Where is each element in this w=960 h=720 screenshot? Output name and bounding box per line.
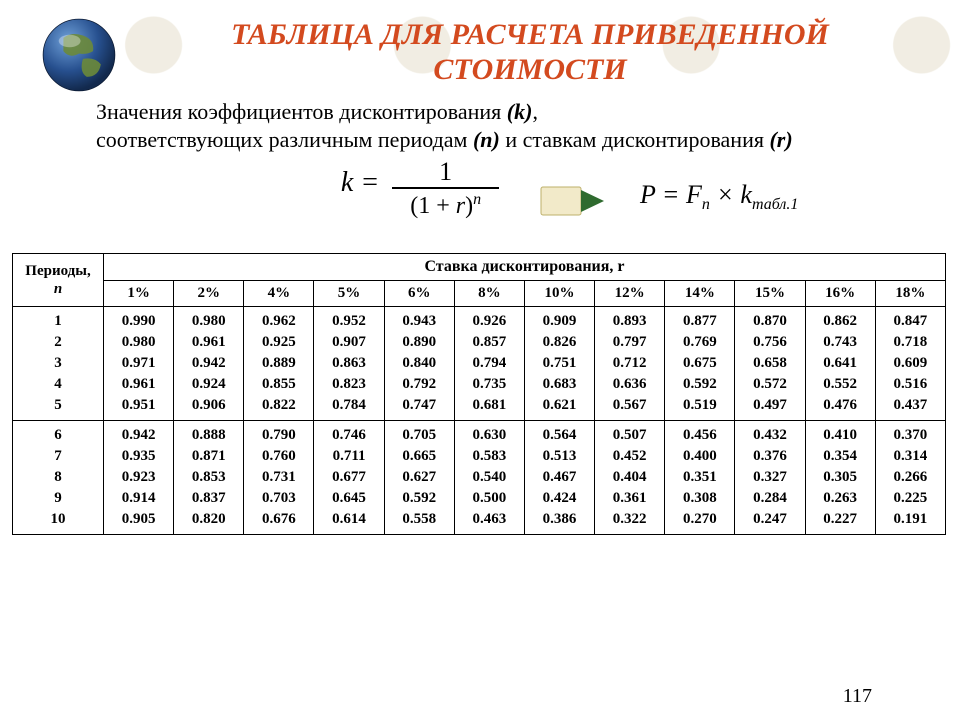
- formula-numerator: 1: [392, 158, 499, 187]
- value-cell: 0.962 0.925 0.889 0.855 0.822: [244, 307, 314, 421]
- value-cell: 0.507 0.452 0.404 0.361 0.322: [595, 421, 665, 535]
- rate-col-header: 16%: [805, 281, 875, 307]
- rate-col-header: 8%: [454, 281, 524, 307]
- rate-col-header: 14%: [665, 281, 735, 307]
- slide-subtitle: Значения коэффициентов дисконтирования (…: [96, 98, 920, 153]
- value-cell: 0.456 0.400 0.351 0.308 0.270: [665, 421, 735, 535]
- subtitle-text: Значения коэффициентов дисконтирования: [96, 99, 507, 124]
- col-header-rate: Ставка дисконтирования, r: [104, 254, 946, 281]
- value-cell: 0.943 0.890 0.840 0.792 0.747: [384, 307, 454, 421]
- table-head: Периоды, n Ставка дисконтирования, r 1%2…: [13, 254, 946, 307]
- globe-icon: [40, 16, 118, 94]
- slide-title: ТАБЛИЦА ДЛЯ РАСЧЕТА ПРИВЕДЕННОЙ СТОИМОСТ…: [140, 18, 920, 87]
- value-cell: 0.630 0.583 0.540 0.500 0.463: [454, 421, 524, 535]
- rate-col-header: 2%: [174, 281, 244, 307]
- value-cell: 0.877 0.769 0.675 0.592 0.519: [665, 307, 735, 421]
- subtitle-comma: ,: [532, 99, 538, 124]
- subtitle-text-2a: соответствующих различным периодам: [96, 127, 473, 152]
- rate-col-header: 4%: [244, 281, 314, 307]
- value-cell: 0.926 0.857 0.794 0.735 0.681: [454, 307, 524, 421]
- value-cell: 0.410 0.354 0.305 0.263 0.227: [805, 421, 875, 535]
- periods-cell: 6 7 8 9 10: [13, 421, 104, 535]
- table-body: 1 2 3 4 50.990 0.980 0.971 0.961 0.9510.…: [13, 307, 946, 535]
- rate-col-header: 18%: [875, 281, 945, 307]
- formula-p: P = Fn × kтабл.1: [640, 180, 798, 214]
- value-cell: 0.870 0.756 0.658 0.572 0.497: [735, 307, 805, 421]
- formula-k: k = 1 (1 + r)n: [320, 158, 520, 246]
- formula-row: k = 1 (1 + r)n P = Fn × kтабл.1: [0, 158, 960, 246]
- value-cell: 0.893 0.797 0.712 0.636 0.567: [595, 307, 665, 421]
- table-row: 1 2 3 4 50.990 0.980 0.971 0.961 0.9510.…: [13, 307, 946, 421]
- value-cell: 0.980 0.961 0.942 0.924 0.906: [174, 307, 244, 421]
- col-header-periods: Периоды, n: [13, 254, 104, 307]
- value-cell: 0.746 0.711 0.677 0.645 0.614: [314, 421, 384, 535]
- value-cell: 0.432 0.376 0.327 0.284 0.247: [735, 421, 805, 535]
- rate-col-header: 1%: [104, 281, 174, 307]
- rate-header-row: 1%2%4%5%6%8%10%12%14%15%16%18%: [13, 281, 946, 307]
- subtitle-text-2c: и ставкам дисконтирования: [500, 127, 770, 152]
- table-row: 6 7 8 9 100.942 0.935 0.923 0.914 0.9050…: [13, 421, 946, 535]
- rate-col-header: 12%: [595, 281, 665, 307]
- formula-k-var: k: [341, 167, 353, 198]
- rate-col-header: 5%: [314, 281, 384, 307]
- discount-table: Периоды, n Ставка дисконтирования, r 1%2…: [12, 253, 946, 535]
- page-number: 117: [843, 685, 872, 708]
- formula-denominator: (1 + r)n: [392, 187, 499, 219]
- value-cell: 0.942 0.935 0.923 0.914 0.905: [104, 421, 174, 535]
- subtitle-k: (k): [507, 99, 533, 124]
- value-cell: 0.888 0.871 0.853 0.837 0.820: [174, 421, 244, 535]
- value-cell: 0.862 0.743 0.641 0.552 0.476: [805, 307, 875, 421]
- value-cell: 0.564 0.513 0.467 0.424 0.386: [524, 421, 594, 535]
- value-cell: 0.990 0.980 0.971 0.961 0.951: [104, 307, 174, 421]
- value-cell: 0.370 0.314 0.266 0.225 0.191: [875, 421, 945, 535]
- rate-col-header: 6%: [384, 281, 454, 307]
- value-cell: 0.952 0.907 0.863 0.823 0.784: [314, 307, 384, 421]
- rate-col-header: 15%: [735, 281, 805, 307]
- formula-eq: =: [353, 167, 386, 198]
- value-cell: 0.790 0.760 0.731 0.703 0.676: [244, 421, 314, 535]
- value-cell: 0.909 0.826 0.751 0.683 0.621: [524, 307, 594, 421]
- periods-cell: 1 2 3 4 5: [13, 307, 104, 421]
- subtitle-n: (n): [473, 127, 500, 152]
- implies-arrow-icon: [540, 186, 608, 216]
- value-cell: 0.847 0.718 0.609 0.516 0.437: [875, 307, 945, 421]
- value-cell: 0.705 0.665 0.627 0.592 0.558: [384, 421, 454, 535]
- rate-col-header: 10%: [524, 281, 594, 307]
- subtitle-r: (r): [769, 127, 792, 152]
